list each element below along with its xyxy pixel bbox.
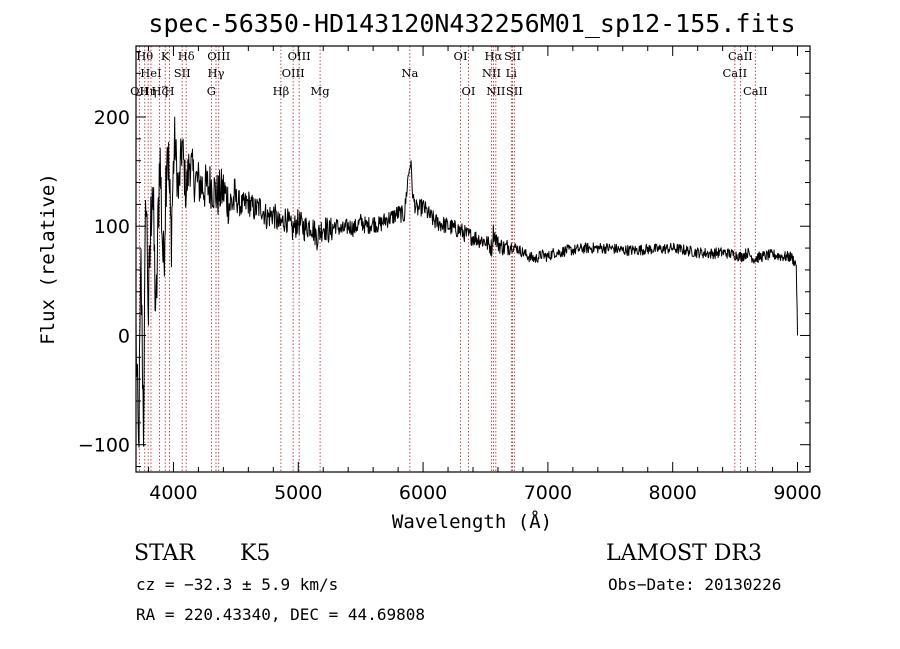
y-axis-label: Flux (relative) (37, 173, 59, 345)
x-tick-label: 7000 (524, 482, 572, 504)
spectral-line-markers: OII Hθ Hη HeI Hζ K H SII Hδ G Hγ OIII Hβ OIII OIII Mg Na… (130, 46, 768, 472)
line-label: Hδ (178, 49, 195, 63)
x-tick-label: 8000 (649, 482, 697, 504)
line-label: CaII (743, 84, 768, 98)
y-tick-label: 100 (94, 216, 130, 238)
line-label: K (161, 49, 170, 63)
line-label: HeI (140, 66, 161, 80)
x-tick-label: 5000 (274, 482, 322, 504)
line-label: OIII (288, 49, 311, 63)
x-tick-label: 6000 (399, 482, 447, 504)
x-tick-label: 4000 (149, 482, 197, 504)
line-label: Hη (140, 84, 157, 98)
ra-dec-coordinates: RA = 220.43340, DEC = 44.69808 (136, 605, 425, 624)
redshift-cz: cz = −32.3 ± 5.9 km/s (136, 575, 338, 594)
observation-date: Obs−Date: 20130226 (608, 575, 781, 594)
x-axis-label: Wavelength (Å) (392, 510, 552, 533)
line-label: Hζ (151, 84, 167, 98)
line-label: OIII (207, 49, 230, 63)
line-label: Hβ (273, 84, 290, 98)
line-label: OII (130, 84, 149, 98)
line-label: CaII (722, 66, 747, 80)
line-label: Hγ (208, 66, 225, 80)
line-label: Hα (484, 49, 502, 63)
axis-ticks: 4000 5000 6000 7000 8000 9000 −100 0 100 200 (78, 46, 822, 504)
line-label: NII (482, 66, 501, 80)
line-label: Hθ (136, 49, 153, 63)
chart-title: spec-56350-HD143120N432256M01_sp12-155.f… (148, 9, 795, 38)
object-class: STAR (134, 541, 196, 566)
line-label: OIII (282, 66, 305, 80)
spectral-subclass: K5 (240, 541, 270, 566)
line-label: OI (454, 49, 468, 63)
line-label: Li (506, 66, 518, 80)
line-label: SII (504, 49, 521, 63)
x-tick-label: 9000 (773, 482, 821, 504)
line-label: OI (462, 84, 476, 98)
flux-line (135, 116, 799, 448)
line-label: SII (174, 66, 191, 80)
line-label: H (165, 84, 175, 98)
line-label: CaII (728, 49, 753, 63)
y-tick-label: −100 (78, 435, 130, 457)
flux-series (135, 116, 799, 448)
line-label: Mg (311, 84, 331, 98)
line-label: G (207, 84, 216, 98)
line-label: SII (506, 84, 523, 98)
line-label: NII (486, 84, 505, 98)
line-label: Na (401, 66, 418, 80)
y-tick-label: 0 (118, 325, 130, 347)
survey-name: LAMOST DR3 (606, 541, 762, 566)
y-tick-label: 200 (94, 107, 130, 129)
